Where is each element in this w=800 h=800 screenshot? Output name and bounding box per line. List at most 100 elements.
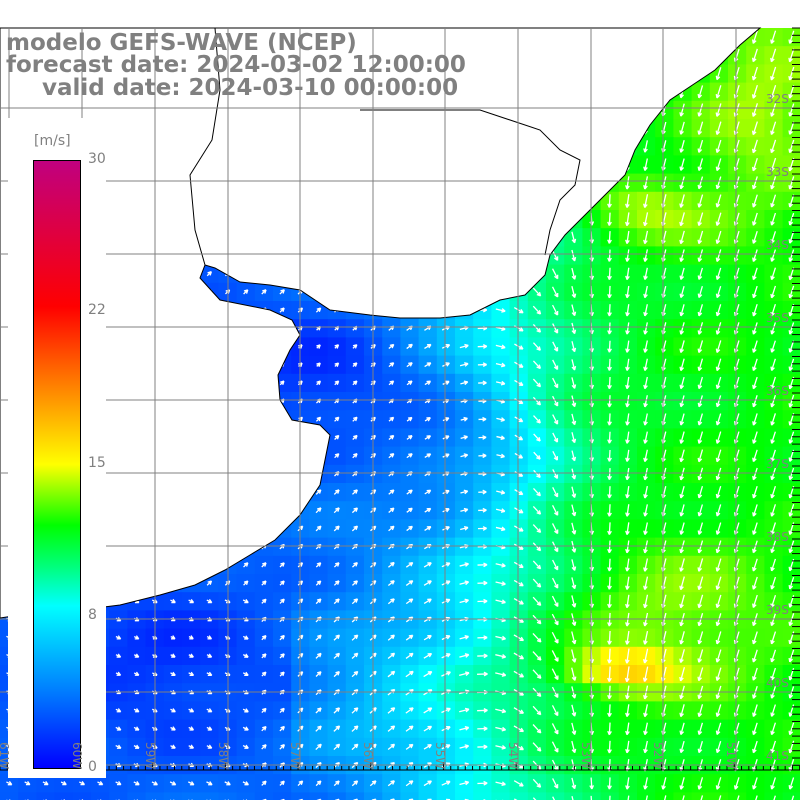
wind-cell <box>364 792 383 800</box>
wind-arrow <box>607 486 612 499</box>
wind-arrow <box>405 707 414 714</box>
wind-arrow <box>60 780 67 786</box>
wind-arrow <box>682 795 685 800</box>
wind-arrow <box>571 796 574 800</box>
wind-arrow <box>679 522 685 535</box>
wind-arrow <box>643 176 649 190</box>
wind-arrow <box>625 249 630 262</box>
wind-arrow <box>388 343 395 350</box>
wind-arrow <box>115 726 122 731</box>
wind-arrow <box>79 780 86 786</box>
wind-arrow <box>751 30 758 44</box>
lat-label: 35S <box>766 311 789 325</box>
wind-arrow <box>715 103 722 117</box>
wind-arrow <box>532 632 542 643</box>
wind-arrow <box>697 358 704 372</box>
wind-arrow <box>625 630 630 645</box>
wind-arrow <box>333 707 341 714</box>
wind-arrow <box>697 576 704 591</box>
wind-arrow <box>406 525 413 532</box>
wind-arrow <box>495 562 506 568</box>
wind-arrow <box>643 504 648 517</box>
wind-arrow <box>770 558 777 572</box>
wind-arrow <box>715 467 722 481</box>
wind-arrow <box>715 486 722 499</box>
wind-arrow <box>514 416 524 423</box>
wind-arrow <box>788 722 795 736</box>
wind-arrow <box>459 635 469 640</box>
wind-arrow <box>532 524 542 534</box>
wind-arrow <box>733 777 740 790</box>
wind-arrow <box>788 322 795 335</box>
wind-arrow <box>170 671 176 676</box>
wind-arrow <box>571 395 577 408</box>
wind-arrow <box>405 725 414 732</box>
wind-arrow <box>607 722 612 736</box>
wind-arrow <box>478 489 487 495</box>
wind-arrow <box>441 343 451 349</box>
wind-arrow <box>625 358 630 371</box>
colorbar-label-8: 8 <box>88 607 97 623</box>
wind-cell <box>327 792 347 800</box>
wind-arrow <box>788 504 795 517</box>
wind-arrow <box>571 413 577 426</box>
wind-arrow <box>533 433 541 442</box>
wind-arrow <box>770 467 776 481</box>
wind-arrow <box>478 435 487 440</box>
wind-arrow <box>243 289 249 295</box>
wind-arrow <box>552 304 559 316</box>
wind-arrow <box>551 286 559 298</box>
wind-arrow <box>697 486 704 499</box>
wind-arrow <box>770 157 777 172</box>
lon-label: 56W <box>361 742 375 770</box>
wind-arrow <box>607 540 612 554</box>
wind-arrow <box>752 540 758 554</box>
wind-arrow <box>552 323 559 334</box>
wind-arrow <box>625 285 630 299</box>
wind-arrow <box>405 634 414 641</box>
wind-arrow <box>405 652 414 659</box>
wind-arrow <box>770 231 777 244</box>
colorbar-label-15: 15 <box>88 455 106 471</box>
wind-arrow <box>697 522 704 535</box>
wind-arrow <box>513 652 525 660</box>
wind-arrow <box>352 562 358 568</box>
wind-arrow <box>625 576 630 590</box>
wind-arrow <box>770 48 777 63</box>
wind-arrow <box>405 580 414 586</box>
wind-arrow <box>788 157 795 172</box>
wind-arrow <box>715 576 722 590</box>
wind-arrow <box>625 449 630 462</box>
wind-arrow <box>242 744 249 749</box>
wind-arrow <box>679 212 685 227</box>
wind-arrow <box>788 139 795 154</box>
wind-arrow <box>423 780 432 787</box>
wind-arrow <box>643 722 648 736</box>
wind-arrow <box>679 376 685 390</box>
wind-arrow <box>352 489 358 495</box>
wind-arrow <box>752 558 758 572</box>
wind-arrow <box>643 594 649 609</box>
wind-arrow <box>679 304 685 317</box>
wind-arrow <box>625 413 630 426</box>
wind-arrow <box>115 635 122 640</box>
wind-arrow <box>697 267 704 280</box>
wind-arrow <box>316 380 322 386</box>
wind-arrow <box>625 267 630 281</box>
wind-arrow <box>496 435 505 441</box>
wind-arrow <box>679 395 685 408</box>
wind-arrow <box>460 507 469 513</box>
wind-arrow <box>770 667 777 681</box>
wind-arrow <box>441 635 451 641</box>
wind-arrow <box>334 434 340 440</box>
colorbar-label-22: 22 <box>88 302 106 318</box>
wind-arrow <box>607 358 612 371</box>
wind-arrow <box>752 740 758 754</box>
wind-arrow <box>423 744 432 750</box>
wind-arrow <box>477 362 488 368</box>
lat-label: 37S <box>766 457 789 471</box>
wind-arrow <box>679 194 685 208</box>
wind-arrow <box>460 416 468 422</box>
wind-arrow <box>495 581 506 586</box>
wind-arrow <box>133 781 140 786</box>
